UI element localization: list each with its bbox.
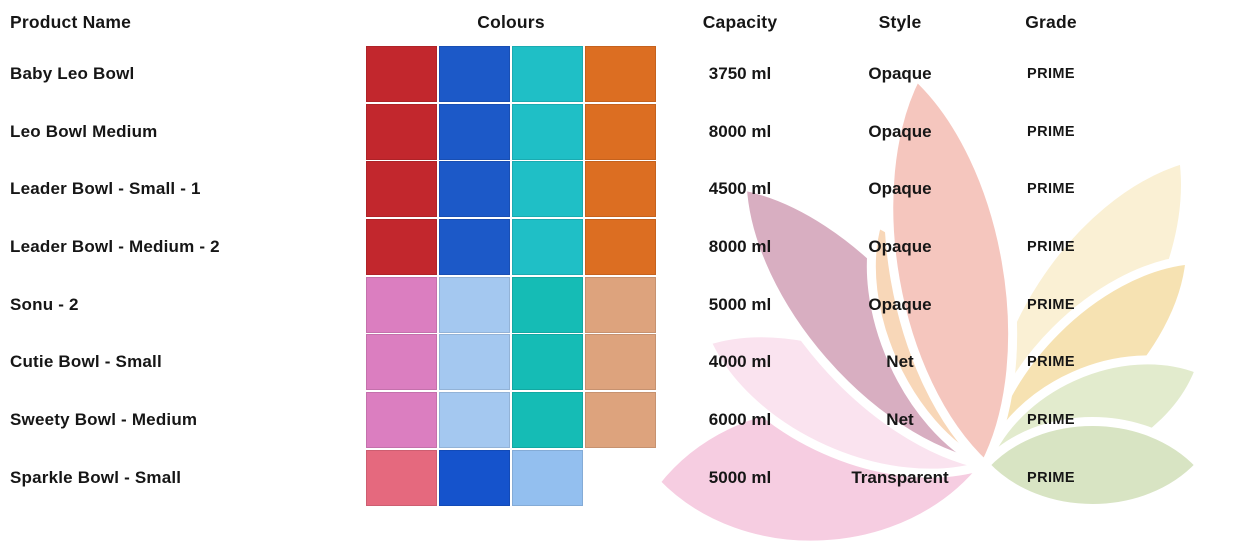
product-name: Leo Bowl Medium [10, 122, 158, 141]
colour-swatch [366, 161, 437, 217]
colour-swatch-group [366, 219, 656, 275]
header-colours: Colours [477, 12, 545, 32]
table-row: Sparkle Bowl - Small 5000 ml Transparent… [0, 450, 1246, 506]
colour-swatch-group [366, 46, 656, 102]
style-value: Net [886, 352, 914, 371]
capacity-value: 5000 ml [708, 295, 772, 314]
product-name: Sonu - 2 [10, 295, 79, 314]
grade-value: PRIME [1027, 66, 1075, 82]
colour-swatch [366, 104, 437, 160]
grade-value: PRIME [1027, 124, 1075, 140]
table-row: Sonu - 2 5000 ml Opaque PRIME [0, 277, 1246, 333]
colour-swatch [585, 104, 656, 160]
table-row: Leo Bowl Medium 8000 ml Opaque PRIME [0, 104, 1246, 160]
capacity-value: 4000 ml [708, 352, 772, 371]
colour-swatch-group [366, 104, 656, 160]
colour-swatch-group [366, 277, 656, 333]
colour-swatch [366, 219, 437, 275]
colour-swatch [512, 46, 583, 102]
colour-swatch [439, 334, 510, 390]
colour-swatch [366, 46, 437, 102]
colour-swatch [512, 219, 583, 275]
colour-swatch [585, 392, 656, 448]
colour-swatch-group [366, 450, 656, 506]
header-grade: Grade [1025, 12, 1077, 32]
style-value: Opaque [868, 122, 932, 141]
style-value: Opaque [868, 64, 932, 83]
product-name: Cutie Bowl - Small [10, 352, 162, 371]
colour-swatch [439, 104, 510, 160]
colour-swatch-group [366, 392, 656, 448]
style-value: Opaque [868, 179, 932, 198]
colour-swatch [439, 392, 510, 448]
colour-swatch [585, 46, 656, 102]
colour-swatch [439, 450, 510, 506]
colour-swatch [512, 161, 583, 217]
colour-swatch [585, 219, 656, 275]
grade-value: PRIME [1027, 470, 1075, 486]
product-name: Sweety Bowl - Medium [10, 410, 198, 429]
style-value: Net [886, 410, 914, 429]
grade-value: PRIME [1027, 239, 1075, 255]
capacity-value: 5000 ml [708, 468, 772, 487]
table-row: Leader Bowl - Small - 1 4500 ml Opaque P… [0, 161, 1246, 217]
colour-swatch [512, 277, 583, 333]
colour-swatch [585, 161, 656, 217]
colour-swatch-group [366, 334, 656, 390]
grade-value: PRIME [1027, 412, 1075, 428]
colour-swatch [439, 161, 510, 217]
header-product-name: Product Name [10, 12, 132, 32]
colour-swatch-empty [585, 450, 656, 506]
capacity-value: 8000 ml [708, 122, 772, 141]
colour-swatch [439, 46, 510, 102]
style-value: Opaque [868, 237, 932, 256]
product-name: Baby Leo Bowl [10, 64, 135, 83]
capacity-value: 3750 ml [708, 64, 772, 83]
colour-swatch-group [366, 161, 656, 217]
grade-value: PRIME [1027, 297, 1075, 313]
petal-green-icon [980, 417, 1205, 513]
capacity-value: 8000 ml [708, 237, 772, 256]
colour-swatch [512, 392, 583, 448]
colour-swatch [585, 277, 656, 333]
header-style: Style [878, 12, 922, 32]
colour-swatch [585, 334, 656, 390]
colour-swatch [439, 277, 510, 333]
table-row: Baby Leo Bowl 3750 ml Opaque PRIME [0, 46, 1246, 102]
capacity-value: 6000 ml [708, 410, 772, 429]
colour-swatch [512, 334, 583, 390]
table-row: Cutie Bowl - Small 4000 ml Net PRIME [0, 334, 1246, 390]
colour-swatch [439, 219, 510, 275]
capacity-value: 4500 ml [708, 179, 772, 198]
grade-value: PRIME [1027, 181, 1075, 197]
table-row: Sweety Bowl - Medium 6000 ml Net PRIME [0, 392, 1246, 448]
colour-swatch [512, 450, 583, 506]
grade-value: PRIME [1027, 354, 1075, 370]
colour-swatch [366, 450, 437, 506]
style-value: Transparent [851, 468, 949, 487]
style-value: Opaque [868, 295, 932, 314]
product-name: Sparkle Bowl - Small [10, 468, 182, 487]
header-capacity: Capacity [702, 12, 778, 32]
product-name: Leader Bowl - Medium - 2 [10, 237, 220, 256]
colour-swatch [512, 104, 583, 160]
colour-swatch [366, 277, 437, 333]
colour-swatch [366, 392, 437, 448]
product-name: Leader Bowl - Small - 1 [10, 179, 201, 198]
table-row: Leader Bowl - Medium - 2 8000 ml Opaque … [0, 219, 1246, 275]
petal-salmon-icon [884, 71, 1018, 470]
colour-swatch [366, 334, 437, 390]
